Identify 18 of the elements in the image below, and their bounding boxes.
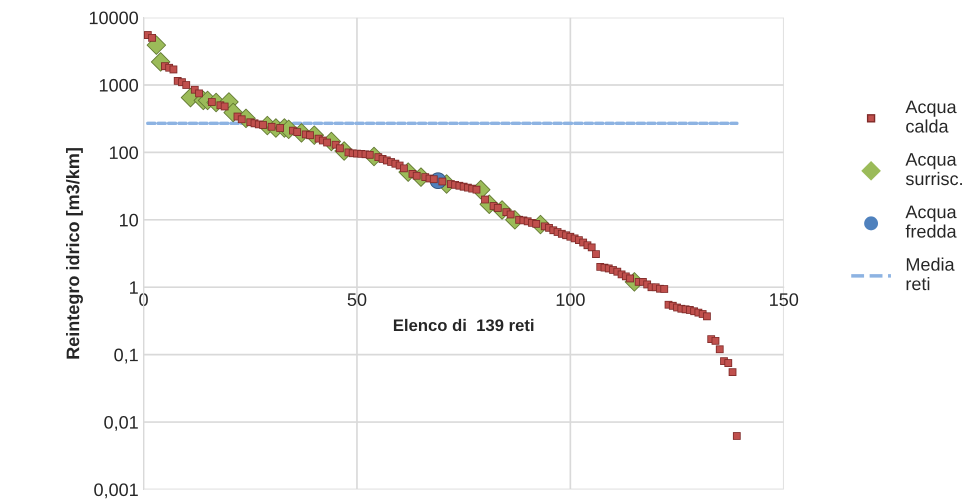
legend-label: Acqua surrisc. bbox=[905, 153, 962, 186]
y-tick-label: 0,01 bbox=[104, 416, 138, 431]
y-tick-label: 0,001 bbox=[94, 483, 138, 498]
y-tick-label: 1 bbox=[130, 281, 138, 294]
x-axis-title: Elenco di 139 reti bbox=[394, 318, 534, 332]
y-tick-label: 100 bbox=[110, 146, 138, 160]
y-axis-title: Reintegro idrico [m3/km] bbox=[66, 148, 83, 359]
legend-label: Acqua fredda bbox=[905, 206, 957, 238]
legend-label: Acqua calda bbox=[905, 100, 957, 133]
y-tick-label: 0,1 bbox=[114, 348, 138, 364]
x-tick-label: 100 bbox=[556, 293, 585, 306]
point bbox=[146, 35, 166, 55]
y-tick-label: 1000 bbox=[100, 78, 138, 92]
legend-label: Media reti bbox=[906, 258, 955, 290]
x-tick-label: 150 bbox=[770, 293, 798, 306]
x-tick-label: 50 bbox=[348, 293, 366, 306]
y-tick-label: 10 bbox=[120, 214, 138, 227]
y-tick-label: 10000 bbox=[90, 12, 138, 24]
